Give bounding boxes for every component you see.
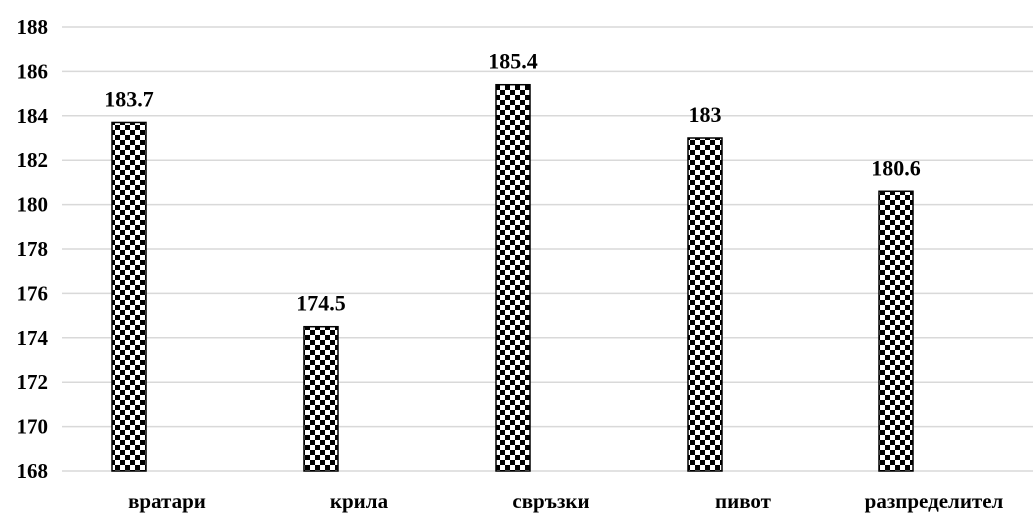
y-tick-label: 172 <box>17 370 49 394</box>
bar-4 <box>687 137 723 472</box>
category-label: свръзки <box>512 489 589 513</box>
data-label: 183.7 <box>104 86 154 111</box>
y-tick-label: 170 <box>17 415 49 439</box>
bar-1 <box>111 121 147 472</box>
bars <box>111 83 914 472</box>
category-label: пивот <box>715 489 772 513</box>
bar-3 <box>495 83 531 472</box>
data-label: 183 <box>689 102 722 127</box>
y-tick-label: 168 <box>17 459 49 483</box>
y-axis-tick-labels: 168 170 172 174 176 178 180 182 184 186 188 <box>17 15 49 483</box>
y-tick-label: 178 <box>17 237 49 261</box>
data-labels: 183.7 174.5 185.4 183 180.6 <box>104 49 921 316</box>
y-tick-label: 182 <box>17 148 49 172</box>
y-tick-label: 188 <box>17 15 49 39</box>
y-tick-label: 176 <box>17 281 49 305</box>
category-label: вратари <box>128 489 206 513</box>
data-label: 180.6 <box>871 155 921 180</box>
bar-5 <box>878 190 914 472</box>
y-tick-label: 180 <box>17 193 49 217</box>
data-label: 174.5 <box>296 291 346 316</box>
x-axis-category-labels: вратари крила свръзки пивот разпределител <box>128 489 1003 513</box>
category-label: разпределител <box>865 489 1004 513</box>
y-tick-label: 174 <box>17 326 49 350</box>
gridlines <box>62 26 1033 472</box>
bar-2 <box>303 325 339 472</box>
y-tick-label: 186 <box>17 59 49 83</box>
category-label: крила <box>330 489 389 513</box>
data-label: 185.4 <box>488 49 538 74</box>
y-tick-label: 184 <box>17 104 49 128</box>
